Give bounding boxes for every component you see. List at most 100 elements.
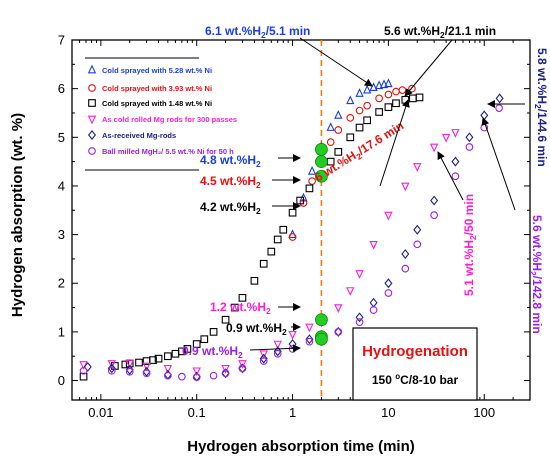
data-point: [135, 358, 143, 367]
y-tick-label: 7: [58, 33, 65, 48]
data-point: [355, 123, 364, 132]
data-point: [413, 240, 422, 249]
y-axis-title: Hydrogen absorption (wt. %): [9, 113, 26, 317]
data-point: [413, 224, 422, 235]
data-point: [83, 361, 92, 372]
data-point: [355, 88, 364, 97]
data-point: [495, 93, 504, 104]
legend-label: As cold rolled Mg rods for 300 passes: [102, 115, 237, 124]
ann-5-8-label: 5.8 wt.%H2/144.6 min: [533, 48, 549, 167]
data-point: [259, 259, 268, 268]
y-tick-label: 2: [58, 276, 65, 291]
data-point: [363, 101, 371, 110]
data-point: [346, 287, 355, 296]
data-point: [334, 110, 343, 119]
data-point: [88, 99, 96, 107]
ann-5-6-21-label: 5.6 wt.%H2/21.1 min: [384, 24, 496, 40]
data-point: [142, 369, 151, 378]
data-point: [375, 108, 383, 116]
data-point: [221, 315, 230, 324]
annotations-layer: 6.1 wt.%H2/5.1 min 5.6 wt.%H2/21.1 min 5.8…: [182, 24, 549, 360]
data-point: [355, 270, 364, 279]
series-6: [79, 104, 503, 381]
data-point: [209, 371, 218, 380]
data-point: [401, 249, 410, 260]
data-point: [238, 364, 247, 373]
ann-1-2-label: 1.2 wt.%H2: [210, 300, 271, 316]
data-point: [200, 335, 209, 344]
y-tick-label: 5: [58, 130, 65, 145]
reference-marker: [315, 313, 328, 327]
data-point: [392, 99, 400, 108]
annotation-arrow: [437, 151, 464, 201]
data-point: [307, 165, 317, 175]
data-point: [87, 64, 97, 74]
ann-5-1-label: 5.1 wt.%H2/50 min: [462, 194, 478, 296]
info-box-condition: 150 oC/8-10 bar: [372, 372, 459, 387]
data-point: [178, 347, 186, 356]
data-point: [125, 360, 134, 369]
reference-marker: [315, 332, 328, 346]
x-tick-label: 1: [289, 405, 296, 420]
data-point: [164, 371, 172, 380]
legend-label: Cold sprayed with 1.48 wt.% Ni: [102, 99, 212, 108]
ann-6-1-label: 6.1 wt.%H2/5.1 min: [205, 24, 310, 40]
data-point: [305, 337, 314, 346]
data-point: [334, 328, 343, 336]
data-point: [375, 94, 383, 103]
data-point: [451, 156, 460, 167]
data-point: [221, 369, 230, 378]
reference-marker: [315, 143, 328, 156]
ann-0-9a-label: 0.9 wt.%H2: [226, 321, 287, 337]
data-point: [465, 132, 474, 143]
data-point: [221, 368, 230, 379]
data-point: [305, 184, 314, 193]
data-point: [401, 182, 410, 192]
data-point: [88, 147, 96, 155]
data-point: [401, 264, 410, 273]
ann-5-6-142-label: 5.6 wt.%H2/142.8 min: [528, 215, 544, 334]
data-point: [384, 278, 393, 289]
ann-4-8-label: 4.8 wt.%H2: [200, 153, 261, 169]
data-point: [149, 356, 157, 364]
info-box: Hydrogenation 150 oC/8-10 bar: [352, 327, 478, 401]
data-point: [334, 304, 343, 313]
data-point: [107, 366, 116, 375]
reference-marker: [315, 155, 328, 169]
y-tick-label: 3: [58, 227, 65, 242]
data-point: [88, 84, 96, 92]
annotation-arrow: [299, 37, 373, 87]
series-layer: [79, 78, 504, 382]
data-point: [409, 94, 417, 103]
data-point: [384, 289, 393, 297]
data-point: [369, 297, 378, 308]
data-point: [430, 195, 439, 206]
data-point: [125, 367, 134, 376]
data-point: [362, 84, 372, 94]
data-point: [384, 78, 393, 88]
annotation-arrow: [379, 99, 410, 187]
annotation-arrow: [404, 39, 453, 97]
data-point: [384, 103, 393, 111]
data-point: [415, 93, 424, 102]
data-point: [273, 235, 282, 244]
data-point: [430, 211, 438, 219]
data-point: [326, 122, 335, 131]
data-point: [125, 364, 134, 375]
data-point: [384, 90, 393, 99]
data-point: [209, 328, 218, 336]
data-point: [369, 306, 378, 314]
data-point: [273, 346, 282, 357]
data-point: [288, 208, 297, 217]
data-point: [480, 110, 489, 121]
data-point: [398, 86, 407, 94]
data-point: [374, 80, 384, 90]
x-tick-label: 100: [473, 405, 495, 420]
legend-label: As-received Mg-rods: [102, 131, 176, 140]
data-point: [346, 95, 355, 105]
y-tick-label: 4: [58, 178, 65, 193]
reference-marker: [315, 169, 328, 183]
data-point: [355, 106, 364, 115]
data-point: [379, 79, 389, 89]
